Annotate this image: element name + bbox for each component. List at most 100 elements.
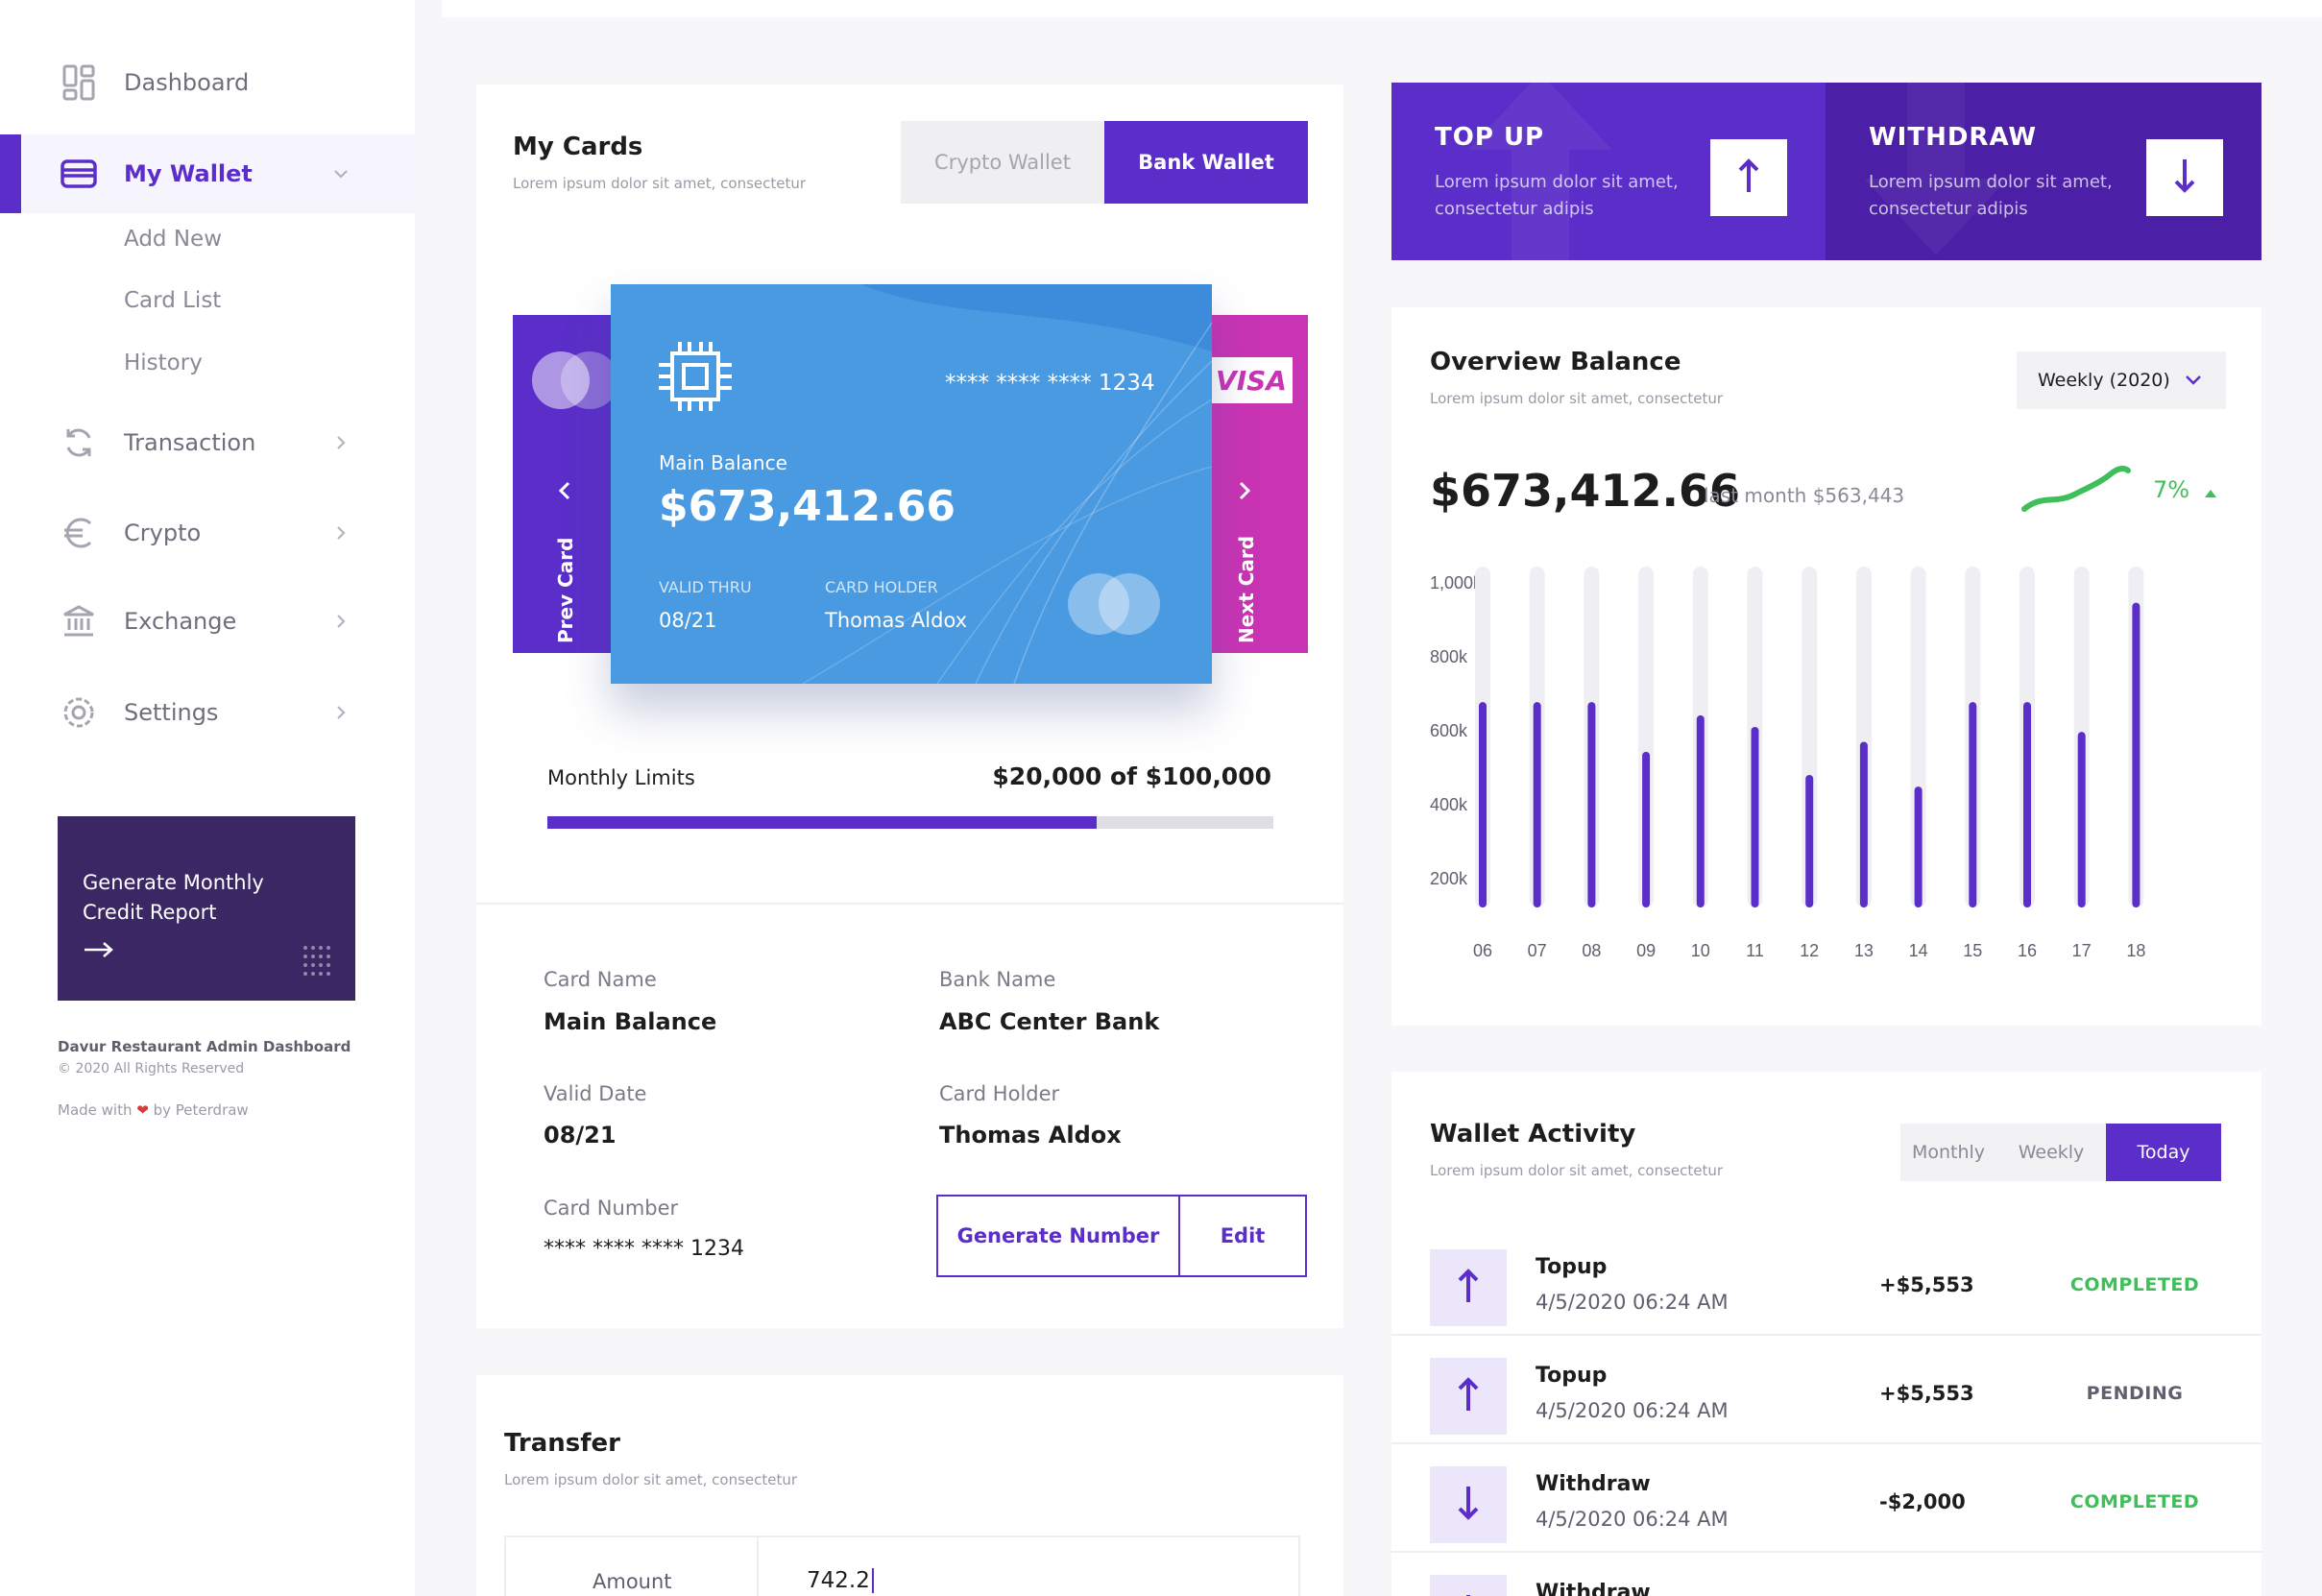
bar-14[interactable]	[1914, 786, 1923, 907]
activity-row[interactable]: Topup 4/5/2020 06:24 AM +$5,553 COMPLETE…	[1391, 1227, 2262, 1336]
divider	[476, 903, 1343, 905]
amount-divider	[757, 1537, 759, 1596]
bar-18[interactable]	[2132, 602, 2141, 907]
activity-direction-badge	[1430, 1575, 1507, 1596]
sidebar-item-crypto[interactable]: Crypto	[0, 494, 415, 572]
amount-field[interactable]: Amount 742.2	[504, 1536, 1300, 1596]
bar-15[interactable]	[1969, 702, 1977, 907]
bar-10[interactable]	[1696, 714, 1705, 907]
top-up-card[interactable]: TOP UP Lorem ipsum dolor sit amet, conse…	[1391, 83, 1826, 260]
sidebar-item-label: Exchange	[124, 608, 237, 635]
x-tick-label: 11	[1746, 941, 1764, 960]
card-wave-decoration	[802, 284, 1212, 684]
footer-title: Davur Restaurant Admin Dashboard	[58, 1038, 351, 1055]
sidebar-item-exchange[interactable]: Exchange	[0, 582, 415, 661]
withdraw-card[interactable]: WITHDRAW Lorem ipsum dolor sit amet, con…	[1826, 83, 2262, 260]
period-dropdown[interactable]: Weekly (2020)	[2017, 351, 2226, 409]
card-name-value: Main Balance	[544, 1008, 717, 1035]
generate-report-card[interactable]: Generate Monthly Credit Report	[58, 816, 355, 1001]
bar-13[interactable]	[1859, 741, 1868, 908]
x-tick-label: 16	[2018, 941, 2037, 960]
card-name-label: Card Name	[544, 968, 657, 991]
bar-chart-svg: 1,000k 800k 600k 400k 200k 06 07 08 09 10 11 12 13 14…	[1430, 567, 2145, 960]
sidebar-item-label: My Wallet	[124, 160, 253, 187]
activity-row[interactable]: Withdraw 4/5/2020 06:24 AM -$2,000 COMPL…	[1391, 1444, 2262, 1553]
activity-row[interactable]: Topup 4/5/2020 06:24 AM +$5,553 PENDING	[1391, 1336, 2262, 1444]
bar-06[interactable]	[1479, 702, 1487, 907]
y-tick-label: 400k	[1430, 795, 1468, 814]
top-up-button[interactable]	[1710, 139, 1787, 216]
tab-monthly[interactable]: Monthly	[1911, 1142, 1986, 1163]
overview-subtitle: Lorem ipsum dolor sit amet, consectetur	[1430, 390, 1724, 407]
withdraw-description: Lorem ipsum dolor sit amet, consectetur …	[1869, 172, 2113, 219]
my-cards-subtitle: Lorem ipsum dolor sit amet, consectetur	[513, 175, 807, 192]
bar-16[interactable]	[2023, 702, 2031, 907]
bar-12[interactable]	[1805, 775, 1814, 907]
chevron-down-icon	[2184, 371, 2203, 395]
bar-11[interactable]	[1751, 726, 1759, 907]
overview-change: 7%	[2153, 476, 2190, 503]
dashboard-icon	[58, 61, 100, 104]
balance-bar-chart: 1,000k 800k 600k 400k 200k 06 07 08 09 10 11 12 13 14…	[1391, 557, 2262, 970]
withdraw-title: WITHDRAW	[1869, 123, 2038, 152]
tab-crypto-wallet[interactable]: Crypto Wallet	[901, 121, 1104, 204]
arrow-up-icon	[1457, 1268, 1480, 1308]
sidebar-item-transaction[interactable]: Transaction	[0, 403, 415, 482]
bar-09[interactable]	[1642, 751, 1651, 907]
transfer-title: Transfer	[504, 1429, 620, 1458]
activity-date: 4/5/2020 06:24 AM	[1536, 1399, 1729, 1422]
transfer-subtitle: Lorem ipsum dolor sit amet, consectetur	[504, 1471, 798, 1488]
monthly-limits-bar-fill	[547, 816, 1097, 829]
wallet-activity-title: Wallet Activity	[1430, 1120, 1636, 1149]
heart-icon: ❤	[136, 1101, 149, 1119]
tab-bank-wallet[interactable]: Bank Wallet	[1104, 121, 1308, 204]
tab-today[interactable]: Today	[2106, 1124, 2221, 1181]
overview-title: Overview Balance	[1430, 348, 1681, 376]
chevron-right-icon	[332, 524, 350, 542]
valid-date-value: 08/21	[544, 1122, 617, 1149]
activity-row[interactable]: Withdraw	[1391, 1553, 2262, 1596]
bank-name-value: ABC Center Bank	[939, 1008, 1160, 1035]
wallet-icon	[58, 153, 100, 195]
arrow-up-icon	[1737, 157, 1760, 198]
activity-amount: -$2,000	[1879, 1490, 1966, 1513]
sidebar-item-my-wallet[interactable]: My Wallet	[0, 134, 415, 213]
footer-made-prefix: Made with	[58, 1101, 133, 1119]
arrow-right-icon	[83, 941, 115, 962]
sidebar-subitem-add-new[interactable]: Add New	[124, 227, 223, 252]
chevron-left-icon	[557, 480, 572, 505]
activity-name: Withdraw	[1536, 1581, 1651, 1596]
monthly-limits-label: Monthly Limits	[547, 766, 695, 789]
sidebar-item-settings[interactable]: Settings	[0, 673, 415, 752]
generate-number-button[interactable]: Generate Number	[938, 1197, 1180, 1275]
sidebar-item-label: Settings	[124, 699, 219, 726]
activity-direction-badge	[1430, 1358, 1507, 1435]
dots-pattern-icon	[302, 945, 333, 987]
x-tick-label: 18	[2126, 941, 2145, 960]
arrow-down-icon	[1457, 1485, 1480, 1525]
withdraw-button[interactable]	[2146, 139, 2223, 216]
amount-input[interactable]: 742.2	[807, 1568, 874, 1593]
sidebar-item-dashboard[interactable]: Dashboard	[0, 43, 415, 122]
period-dropdown-value: Weekly (2020)	[2038, 370, 2170, 391]
promo-text: Generate Monthly Credit Report	[83, 871, 264, 924]
activity-direction-badge	[1430, 1466, 1507, 1543]
bar-08[interactable]	[1587, 702, 1596, 907]
activity-status: COMPLETED	[2069, 1274, 2200, 1295]
monthly-limits-bar	[547, 816, 1273, 829]
visa-logo: VISA	[1210, 357, 1293, 403]
chevron-right-icon	[332, 613, 350, 630]
activity-amount: +$5,553	[1879, 1382, 1974, 1405]
tab-weekly[interactable]: Weekly	[2018, 1142, 2085, 1163]
edit-button[interactable]: Edit	[1220, 1224, 1266, 1247]
bar-07[interactable]	[1533, 702, 1541, 907]
x-tick-label: 09	[1636, 941, 1656, 960]
card-number: **** **** **** 1234	[945, 371, 1155, 396]
x-tick-label: 06	[1473, 941, 1492, 960]
bar-17[interactable]	[2077, 732, 2086, 907]
footer-made-with: Made with ❤ by Peterdraw	[58, 1101, 249, 1119]
sidebar-subitem-history[interactable]: History	[124, 351, 203, 375]
card-holder-value: Thomas Aldox	[939, 1122, 1122, 1149]
card-balance: $673,412.66	[659, 482, 955, 531]
sidebar-subitem-card-list[interactable]: Card List	[124, 288, 222, 313]
